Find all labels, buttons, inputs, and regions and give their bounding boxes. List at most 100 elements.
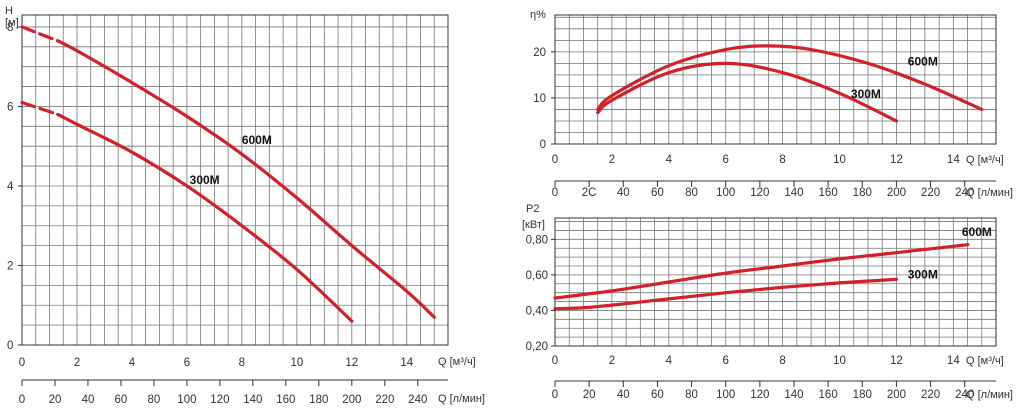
secondary-tick-label: 200	[887, 389, 906, 401]
secondary-tick-label: 100	[177, 394, 196, 406]
secondary-tick-label: 0	[552, 187, 558, 199]
secondary-tick-label: 100	[716, 187, 735, 199]
secondary-tick-label: 160	[819, 187, 838, 199]
series-line	[596, 44, 984, 112]
series-line-dashed	[20, 25, 60, 43]
plot-frame	[554, 217, 997, 347]
secondary-tick-label: 0	[19, 394, 25, 406]
secondary-tick-label: 140	[784, 187, 803, 199]
y-tick-label: 0,20	[526, 341, 548, 353]
x-tick-label: 0	[19, 357, 25, 369]
secondary-tick-label: 220	[921, 187, 940, 199]
series-600M	[596, 44, 984, 112]
secondary-tick-label: 80	[685, 389, 698, 401]
secondary-tick-label: 180	[853, 389, 872, 401]
y-axis-label: H	[5, 5, 13, 17]
plot-frame	[554, 14, 997, 145]
secondary-tick-label: 200	[887, 187, 906, 199]
secondary-tick-label: 40	[617, 187, 630, 199]
series-300M	[20, 100, 354, 323]
series-label-600M: 600M	[962, 225, 992, 239]
series-label-300M: 300M	[851, 87, 881, 101]
x-tick-label: 12	[345, 357, 358, 369]
x-tick-label: 10	[833, 154, 846, 166]
series-line	[596, 61, 899, 123]
series-line	[553, 277, 899, 311]
series-300M	[553, 277, 899, 311]
secondary-tick-label: 100	[716, 389, 735, 401]
series-label-600M: 600M	[242, 133, 272, 147]
y-axis-label: η%	[530, 9, 546, 21]
secondary-tick-label: 220	[375, 394, 394, 406]
x-tick-label: 2	[74, 357, 80, 369]
x-axis-label: Q [м³/ч]	[966, 154, 1004, 166]
grid	[22, 15, 448, 345]
series-line	[553, 243, 970, 300]
secondary-tick-label: 0	[552, 389, 558, 401]
x-tick-label: 6	[723, 154, 729, 166]
secondary-tick-label: 60	[651, 187, 664, 199]
x-tick-label: 8	[779, 154, 785, 166]
secondary-tick-label: 20	[49, 394, 62, 406]
grid	[555, 15, 996, 144]
y-tick-label: 2	[7, 260, 13, 272]
secondary-tick-label: 140	[243, 394, 262, 406]
secondary-tick-label: 80	[148, 394, 161, 406]
x-tick-label: 6	[723, 355, 729, 367]
secondary-tick-label: 160	[276, 394, 295, 406]
secondary-tick-label: 40	[82, 394, 95, 406]
x-tick-label: 8	[779, 355, 785, 367]
x-tick-label: 2	[609, 355, 615, 367]
secondary-tick-label: 240	[955, 389, 974, 401]
y-tick-label: 8	[7, 22, 13, 34]
x-tick-label: 0	[552, 154, 558, 166]
y-tick-label: 0,40	[526, 305, 548, 317]
y-tick-label: 20	[533, 47, 546, 59]
x-tick-label: 10	[833, 355, 846, 367]
series-label-300M: 300M	[190, 173, 220, 187]
y-tick-label: 0,60	[526, 270, 548, 282]
secondary-tick-label: 120	[750, 389, 769, 401]
y-axis-unit: [м]	[5, 17, 19, 29]
power-chart: 0,20 0,40 0,60 0,80 0 2 4 6 8 10 12 14 Q [м³/ч] 0 20 40…	[522, 203, 1013, 401]
secondary-tick-label: 2C	[582, 187, 597, 199]
secondary-tick-label: 180	[853, 187, 872, 199]
series-line	[56, 112, 354, 323]
secondary-axis-label: Q [л/мин]	[966, 187, 1013, 199]
x-tick-label: 0	[552, 355, 558, 367]
x-tick-label: 12	[890, 355, 903, 367]
x-tick-label: 10	[290, 357, 303, 369]
secondary-tick-label: 180	[309, 394, 328, 406]
series-line-dashed	[20, 100, 60, 116]
secondary-tick-label: 140	[784, 389, 803, 401]
secondary-tick-label: 60	[651, 389, 664, 401]
series-600M	[553, 243, 970, 300]
x-tick-label: 14	[947, 154, 960, 166]
secondary-tick-label: 20	[583, 389, 596, 401]
y-axis-label: P2	[526, 203, 539, 215]
series-label-600M: 600M	[908, 55, 938, 69]
secondary-tick-label: 240	[955, 187, 974, 199]
x-tick-label: 4	[129, 357, 136, 369]
y-tick-label: 0	[540, 139, 546, 151]
y-tick-label: 10	[533, 93, 546, 105]
secondary-tick-label: 220	[921, 389, 940, 401]
secondary-tick-label: 120	[210, 394, 229, 406]
series-300M	[596, 61, 899, 123]
secondary-tick-label: 200	[342, 394, 361, 406]
secondary-axis-label: Q [л/мин]	[966, 389, 1013, 401]
series-600M	[20, 25, 436, 319]
plot-frame	[21, 14, 449, 346]
series-label-300M: 300M	[908, 267, 938, 281]
x-tick-label: 6	[184, 357, 190, 369]
secondary-tick-label: 60	[115, 394, 128, 406]
x-tick-label: 12	[890, 154, 903, 166]
secondary-tick-label: 240	[408, 394, 427, 406]
x-tick-label: 14	[400, 357, 413, 369]
y-tick-label: 6	[7, 101, 13, 113]
